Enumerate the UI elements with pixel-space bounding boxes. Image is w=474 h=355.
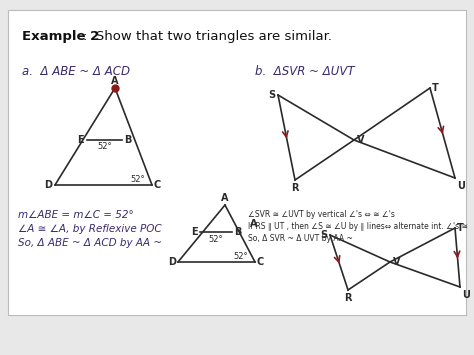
Text: So, Δ ABE ~ Δ ACD by AA ~: So, Δ ABE ~ Δ ACD by AA ~ bbox=[18, 238, 162, 248]
Text: U: U bbox=[462, 290, 470, 300]
Text: V: V bbox=[393, 257, 401, 267]
Text: R: R bbox=[344, 293, 352, 303]
Text: A: A bbox=[250, 219, 257, 229]
Text: C: C bbox=[154, 180, 161, 190]
Text: R: R bbox=[291, 183, 299, 193]
Text: 52°: 52° bbox=[130, 175, 145, 184]
Text: E: E bbox=[191, 227, 198, 237]
Text: B: B bbox=[124, 135, 131, 145]
Text: b.  ΔSVR ~ ΔUVT: b. ΔSVR ~ ΔUVT bbox=[255, 65, 355, 78]
Text: 52°: 52° bbox=[208, 235, 223, 244]
Text: C: C bbox=[257, 257, 264, 267]
Text: a.  Δ ABE ~ Δ ACD: a. Δ ABE ~ Δ ACD bbox=[22, 65, 130, 78]
FancyBboxPatch shape bbox=[8, 10, 466, 315]
Text: 52°: 52° bbox=[97, 142, 111, 151]
Text: A: A bbox=[111, 76, 119, 86]
Text: S: S bbox=[320, 230, 327, 240]
Text: T: T bbox=[457, 223, 464, 233]
Text: A: A bbox=[221, 193, 229, 203]
Text: D: D bbox=[44, 180, 52, 190]
Text: ∠A ≅ ∠A, by Reflexive POC: ∠A ≅ ∠A, by Reflexive POC bbox=[18, 224, 162, 234]
Text: ∠SVR ≅ ∠UVT by vertical ∠'s ⇔ ≅ ∠'s: ∠SVR ≅ ∠UVT by vertical ∠'s ⇔ ≅ ∠'s bbox=[248, 210, 395, 219]
Text: B: B bbox=[234, 227, 241, 237]
Text: Example 2: Example 2 bbox=[22, 30, 99, 43]
Text: E: E bbox=[77, 135, 84, 145]
Text: V: V bbox=[357, 135, 365, 145]
Text: S: S bbox=[268, 90, 275, 100]
Text: :  Show that two triangles are similar.: : Show that two triangles are similar. bbox=[83, 30, 332, 43]
Text: 52°: 52° bbox=[233, 252, 247, 261]
Text: m∠ABE = m∠C = 52°: m∠ABE = m∠C = 52° bbox=[18, 210, 134, 220]
Text: D: D bbox=[168, 257, 176, 267]
Text: T: T bbox=[432, 83, 439, 93]
Text: So, Δ SVR ~ Δ UVT by AA ~: So, Δ SVR ~ Δ UVT by AA ~ bbox=[248, 234, 353, 243]
Text: U: U bbox=[457, 181, 465, 191]
Text: If RS ∥ UT , then ∠S ≅ ∠U by ∥ lines⇔ alternate int. ∠'s ≅: If RS ∥ UT , then ∠S ≅ ∠U by ∥ lines⇔ al… bbox=[248, 222, 468, 231]
